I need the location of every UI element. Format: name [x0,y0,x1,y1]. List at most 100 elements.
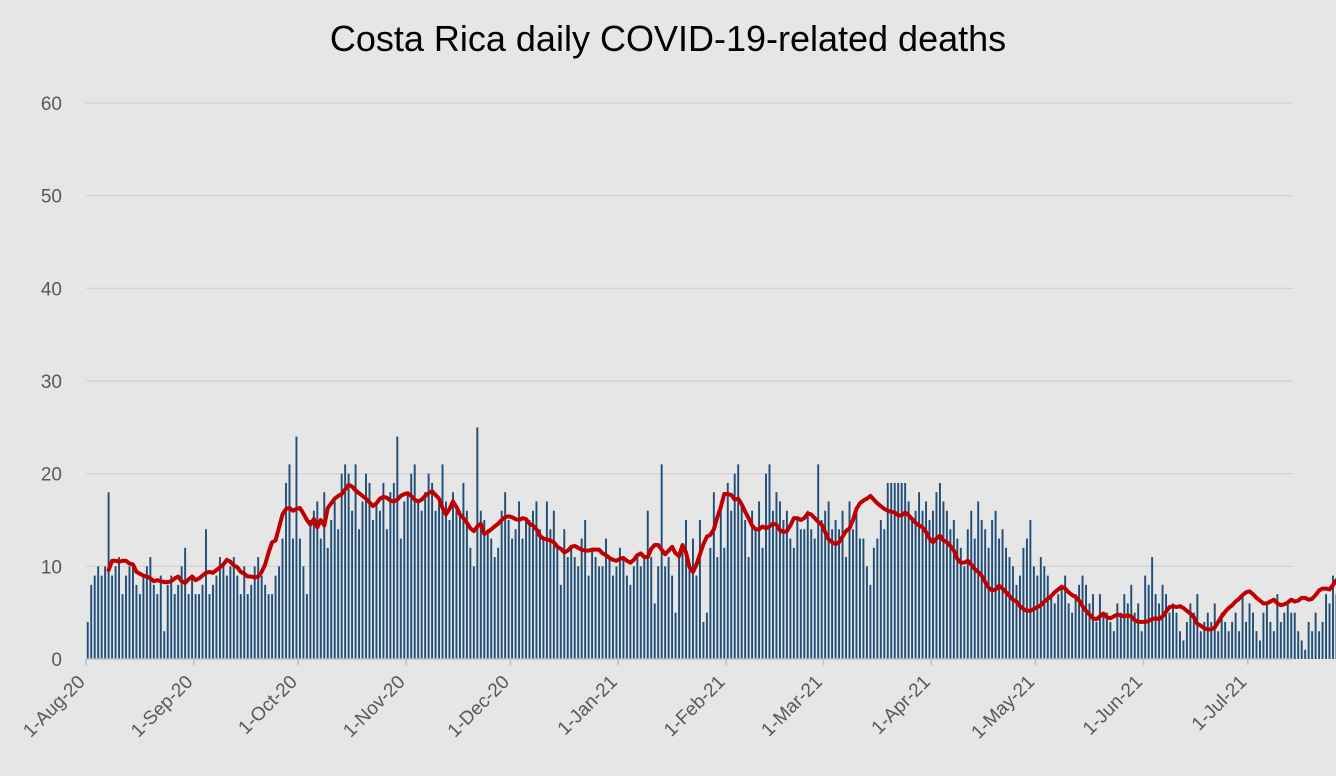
bar [1255,631,1258,659]
bar [243,566,246,659]
bar [1032,566,1035,659]
bar [998,538,1001,659]
bar [667,557,670,659]
bar [1116,603,1119,659]
bar [966,529,969,659]
bar [1008,557,1011,659]
series-line [106,482,1336,632]
bar [758,501,761,659]
bar [472,566,475,659]
bar [1314,612,1317,659]
bar [1248,603,1251,659]
bar [337,529,340,659]
bar [490,538,493,659]
bar [646,510,649,659]
bar [845,557,847,659]
bar [1109,621,1112,659]
bar [1092,594,1094,659]
bar [963,566,966,659]
bar [605,538,607,659]
bar [1321,621,1324,659]
bar [476,427,479,659]
bar [514,529,517,659]
bar [782,520,785,659]
bar [587,575,590,659]
bar [1095,621,1098,659]
bar [566,557,569,659]
chart-title: Costa Rica daily COVID-19-related deaths [329,18,1007,59]
bar [928,520,931,659]
bar [427,473,430,659]
bar [1029,520,1032,659]
bar [935,492,938,659]
bar [1265,603,1268,659]
bar [959,547,962,659]
bar [410,473,413,659]
bar [1332,575,1334,659]
bar [897,482,900,659]
bar [1078,584,1081,659]
bar [872,547,875,659]
bar [719,501,722,659]
bar [1126,603,1129,659]
bar [584,520,587,659]
bar [184,547,187,659]
bar [354,464,357,659]
bar [1158,603,1161,659]
bar [288,464,291,659]
bar [632,566,635,659]
bar [229,566,232,659]
bar [469,547,472,659]
bar [1050,594,1053,659]
bar [977,501,980,659]
bar [726,482,729,659]
bar [156,594,159,659]
bar [716,557,719,659]
bar [1293,612,1296,659]
bar [239,594,242,659]
bar [778,501,781,659]
bar [949,529,952,659]
bar [215,575,218,659]
bar [1206,612,1209,659]
bar [1060,584,1063,659]
bar [347,473,350,659]
bar [1039,557,1042,659]
bar [799,529,802,659]
bar [264,584,267,659]
bar [483,520,486,659]
bar [921,510,924,659]
bar [1133,612,1136,659]
bar [559,584,562,659]
bar [698,520,701,659]
bar [1220,612,1223,659]
bar [532,510,534,659]
bar [323,492,326,659]
bar [1175,612,1178,659]
bar [497,547,500,659]
bar [806,510,809,659]
x-tick-label: 1-Dec-20 [444,672,514,742]
bar [125,575,127,659]
bar [1238,631,1241,659]
bar [274,575,277,659]
bar [598,566,601,659]
bar [570,547,573,659]
bar [191,575,194,659]
bar [580,538,583,659]
bar [865,566,868,659]
bar [938,482,941,659]
bar [754,529,757,659]
bar [1025,538,1028,659]
bar [1001,529,1004,659]
bar [945,510,948,659]
bar [695,575,698,659]
bar [1213,603,1216,659]
bar [838,529,841,659]
bar [1276,594,1279,659]
bar [1015,584,1018,659]
bar [1112,631,1115,659]
bar [900,482,903,659]
bar [403,501,406,659]
bar [685,520,687,659]
